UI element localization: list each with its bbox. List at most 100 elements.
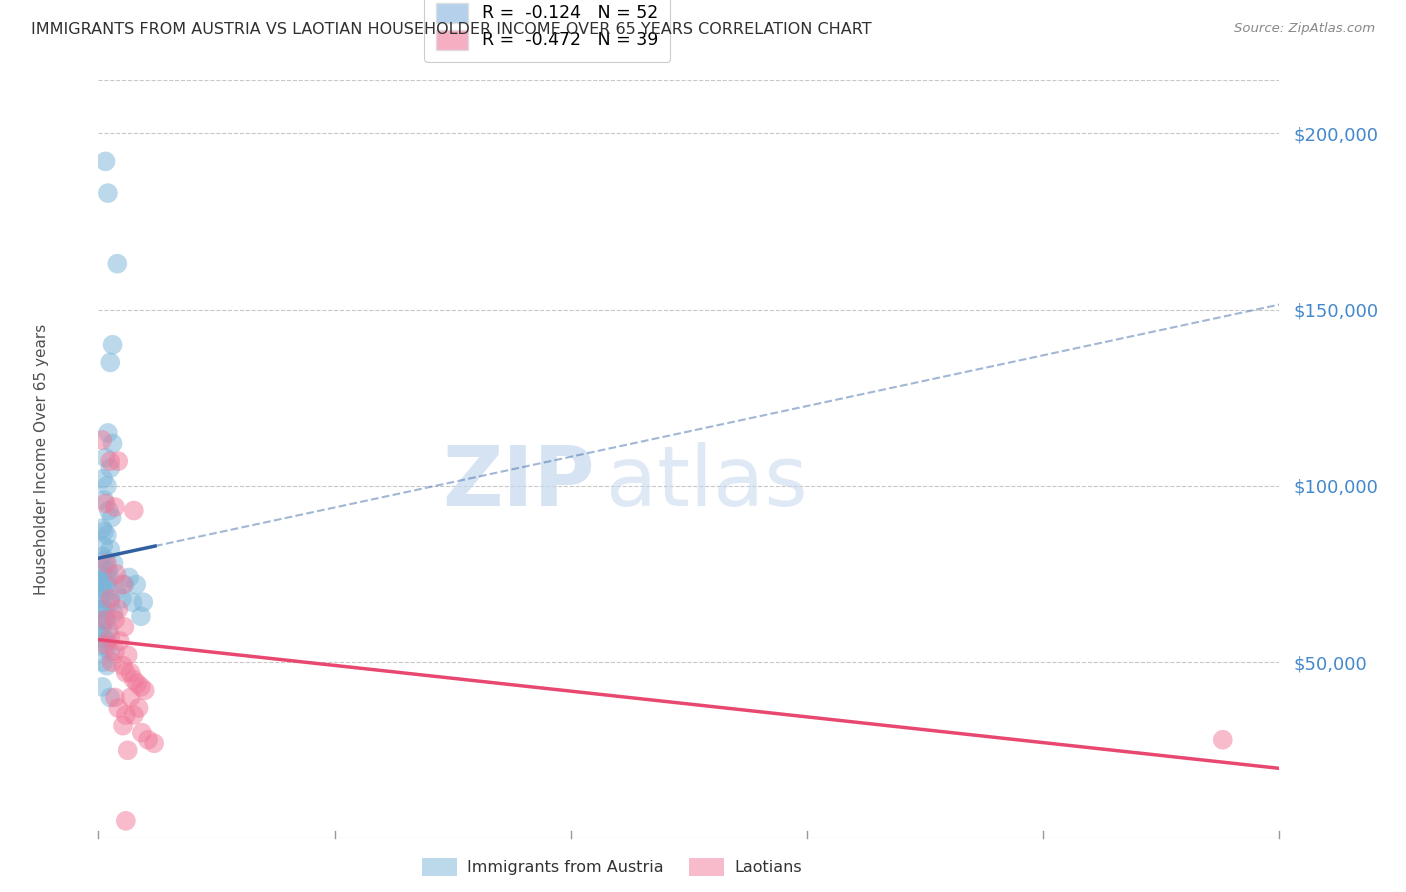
Text: Source: ZipAtlas.com: Source: ZipAtlas.com [1234,22,1375,36]
Point [117,648,139,662]
Point [114,665,136,680]
Point [98,690,121,705]
Point [91,638,114,652]
Point [97,186,120,201]
Point [100,510,122,524]
Point [122,708,145,723]
Text: IMMIGRANTS FROM AUSTRIA VS LAOTIAN HOUSEHOLDER INCOME OVER 65 YEARS CORRELATION : IMMIGRANTS FROM AUSTRIA VS LAOTIAN HOUSE… [31,22,872,37]
Point [122,503,145,517]
Point [96,634,118,648]
Point [112,577,135,591]
Point [94,613,117,627]
Point [91,602,114,616]
Point [125,577,148,591]
Point [107,701,129,715]
Point [89,602,111,616]
Point [127,676,149,690]
Point [91,566,114,581]
Point [134,683,156,698]
Point [91,631,114,645]
Point [120,665,142,680]
Point [111,718,134,732]
Text: ZIP: ZIP [441,442,595,523]
Point [89,591,111,606]
Point [105,566,128,581]
Point [107,454,129,468]
Point [108,634,131,648]
Point [89,627,111,641]
Point [98,631,121,645]
Point [91,655,114,669]
Text: atlas: atlas [606,442,808,523]
Point [111,591,134,606]
Point [107,602,129,616]
Point [117,743,139,757]
Point [91,680,114,694]
Point [111,658,134,673]
Point [100,655,122,669]
Point [98,461,121,475]
Point [94,602,117,616]
Point [91,539,114,553]
Point [98,570,121,584]
Point [93,524,115,539]
Point [96,577,118,591]
Point [114,814,136,828]
Point [136,732,159,747]
Point [91,581,114,595]
Point [94,553,117,567]
Text: Laotians: Laotians [734,860,801,874]
Point [104,690,127,705]
Point [97,624,120,638]
Text: Immigrants from Austria: Immigrants from Austria [467,860,664,874]
Point [91,613,114,627]
Point [104,644,127,658]
Point [132,595,155,609]
Point [94,496,117,510]
Point [128,701,150,715]
Point [93,492,115,507]
Point [129,609,152,624]
Point [143,736,166,750]
Point [101,436,124,450]
Point [104,613,127,627]
Point [91,574,114,588]
Point [91,549,114,564]
Point [122,673,145,687]
Point [97,503,120,517]
Point [103,606,125,620]
Point [98,355,121,369]
Point [91,433,114,447]
Point [94,154,117,169]
Point [87,613,110,627]
Point [96,528,118,542]
Point [121,595,143,609]
Point [120,690,142,705]
Point [105,257,128,271]
Point [98,591,121,606]
Point [91,521,114,535]
Point [105,584,128,599]
Point [94,641,117,656]
Point [96,479,118,493]
Point [87,574,110,588]
Point [1212,732,1234,747]
Point [98,542,121,557]
Point [111,577,134,591]
Point [98,454,121,468]
Point [129,680,152,694]
Point [104,500,127,514]
Legend: R =  -0.124   N = 52, R =  -0.472   N = 39: R = -0.124 N = 52, R = -0.472 N = 39 [425,0,671,62]
Point [112,620,135,634]
Point [91,591,114,606]
Point [98,595,121,609]
Point [94,638,117,652]
Text: Householder Income Over 65 years: Householder Income Over 65 years [34,324,49,595]
Point [96,570,118,584]
Point [94,450,117,465]
Point [91,472,114,486]
Point [103,557,125,571]
Point [94,584,117,599]
Point [118,570,141,584]
Point [98,644,121,658]
